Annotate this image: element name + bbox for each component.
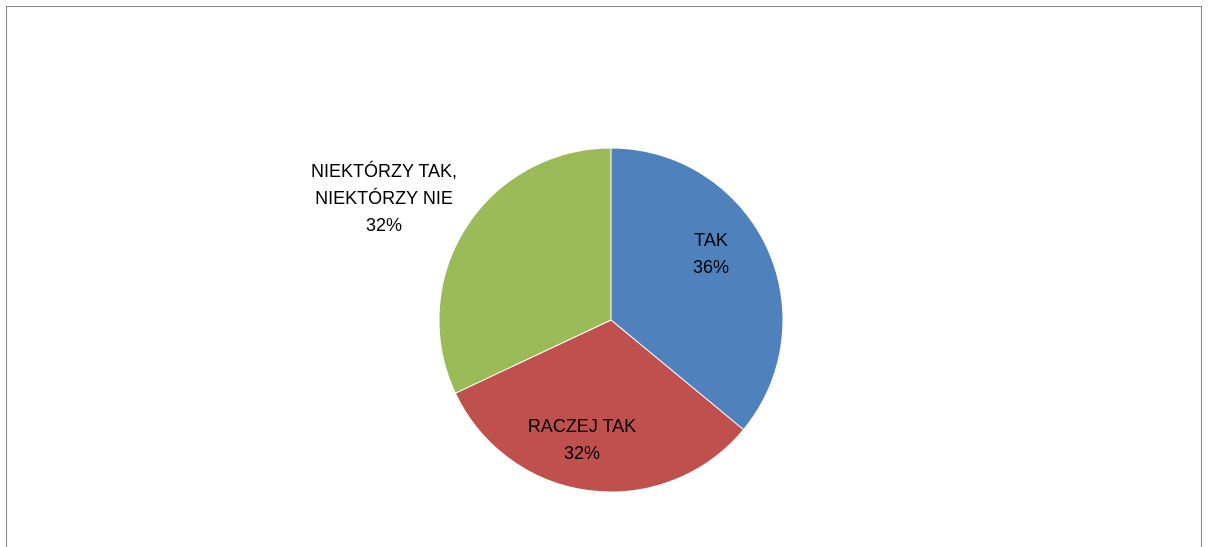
value-label: 36%: [692, 257, 730, 277]
pie-slice: [438, 147, 612, 394]
value-label: 32%: [365, 215, 403, 235]
category-label: NIEKTÓRZY TAK, NIEKTÓRZY NIE: [310, 161, 458, 208]
chart-frame: [6, 6, 1202, 547]
pie-slice: [454, 319, 745, 493]
category-label: RACZEJ TAK: [527, 416, 637, 436]
value-label: 32%: [563, 443, 601, 463]
data-label: TAK 36%: [651, 227, 771, 281]
data-label: RACZEJ TAK 32%: [502, 413, 662, 467]
category-label: TAK: [694, 230, 728, 250]
pie-slice: [610, 147, 784, 431]
data-label: NIEKTÓRZY TAK, NIEKTÓRZY NIE 32%: [294, 158, 474, 239]
